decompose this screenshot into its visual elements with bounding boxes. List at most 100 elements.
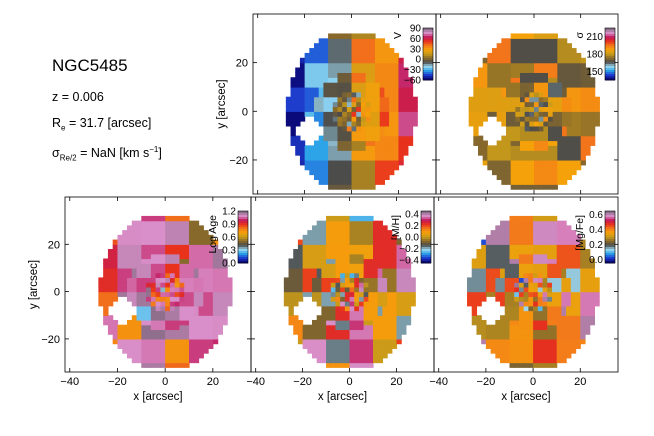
map-cell <box>396 338 402 345</box>
map-cell <box>490 267 496 274</box>
map-cell <box>368 329 374 335</box>
map-cell <box>136 301 142 307</box>
map-cell <box>481 338 487 345</box>
map-cell <box>316 315 322 321</box>
map-cell <box>556 263 562 269</box>
map-cell <box>203 249 209 255</box>
colorbar-tick-label: 210 <box>586 32 603 43</box>
map-cell <box>283 301 290 307</box>
map-cell <box>401 291 407 297</box>
map-cell <box>193 305 200 312</box>
map-cell <box>580 150 586 156</box>
map-cell <box>548 159 554 166</box>
map-cell <box>332 43 339 49</box>
map-cell <box>548 38 554 44</box>
map-cell <box>321 348 327 354</box>
map-cell <box>354 277 360 283</box>
map-cell <box>551 343 558 349</box>
map-cell <box>548 101 554 108</box>
map-cell <box>495 286 501 293</box>
colorbar-segment <box>423 42 433 45</box>
map-cell <box>542 282 548 288</box>
map-cell <box>585 111 591 117</box>
map-cell <box>590 135 596 142</box>
map-cell <box>98 277 104 283</box>
map-cell <box>379 150 385 156</box>
map-cell <box>328 125 334 132</box>
map-cell <box>107 319 114 326</box>
map-cell <box>299 96 306 103</box>
map-cell <box>580 101 586 108</box>
map-cell <box>326 357 332 364</box>
colorbar-segment <box>605 36 615 39</box>
map-cell <box>198 249 204 255</box>
map-cell <box>391 263 398 269</box>
map-cell <box>570 310 577 316</box>
map-cell <box>304 164 310 171</box>
map-cell <box>589 301 596 307</box>
map-cell <box>373 263 379 269</box>
map-cell <box>340 230 346 236</box>
map-cell <box>379 111 385 117</box>
map-cell <box>518 291 525 297</box>
map-cell <box>302 286 308 293</box>
map-cell <box>193 343 200 349</box>
map-cell <box>349 249 355 255</box>
map-cell <box>363 296 369 302</box>
map-cell <box>349 244 355 250</box>
colorbar-segment <box>238 223 248 226</box>
map-cell <box>478 101 484 108</box>
map-cell <box>504 234 511 241</box>
map-cell <box>351 52 357 59</box>
map-cell <box>501 67 507 73</box>
map-cell <box>534 96 540 103</box>
map-cell <box>358 315 365 321</box>
map-cell <box>551 353 558 359</box>
map-cell <box>552 125 558 132</box>
map-cell <box>407 106 414 112</box>
map-cell <box>570 249 577 255</box>
map-cell <box>285 101 292 108</box>
map-cell <box>309 77 315 83</box>
map-cell <box>501 106 507 112</box>
map-cell <box>160 334 166 340</box>
map-cell <box>537 225 544 231</box>
map-cell <box>328 106 334 112</box>
map-cell <box>360 101 367 108</box>
colorbar-segment <box>238 225 248 228</box>
map-cell <box>543 101 549 108</box>
map-cell <box>354 301 360 307</box>
map-cell <box>212 305 219 312</box>
map-cell <box>389 164 395 171</box>
map-cell <box>389 48 395 54</box>
map-cell <box>510 135 516 142</box>
colorbar-segment <box>423 68 433 71</box>
map-cell <box>504 258 511 264</box>
map-cell <box>309 164 315 171</box>
colorbar-segment <box>605 42 615 45</box>
map-cell <box>346 91 353 98</box>
map-cell <box>150 230 157 236</box>
map-cell <box>297 296 304 302</box>
map-cell <box>482 101 488 108</box>
map-cell <box>542 263 548 269</box>
map-cell <box>520 150 526 156</box>
map-cell <box>537 348 544 354</box>
map-cell <box>548 116 554 122</box>
map-cell <box>524 91 530 98</box>
map-cell <box>189 263 195 269</box>
map-cell <box>335 267 341 274</box>
map-cell <box>160 362 166 368</box>
map-cell <box>384 52 390 59</box>
map-cell <box>375 101 381 108</box>
map-cell <box>363 310 369 316</box>
map-cell <box>396 267 402 274</box>
map-cell <box>543 77 549 83</box>
map-cell <box>150 267 157 274</box>
map-cell <box>203 282 209 288</box>
map-cell <box>131 343 138 349</box>
map-cell <box>321 305 327 312</box>
map-cell <box>543 38 549 44</box>
map-cell <box>368 225 374 231</box>
map-cell <box>580 334 586 340</box>
